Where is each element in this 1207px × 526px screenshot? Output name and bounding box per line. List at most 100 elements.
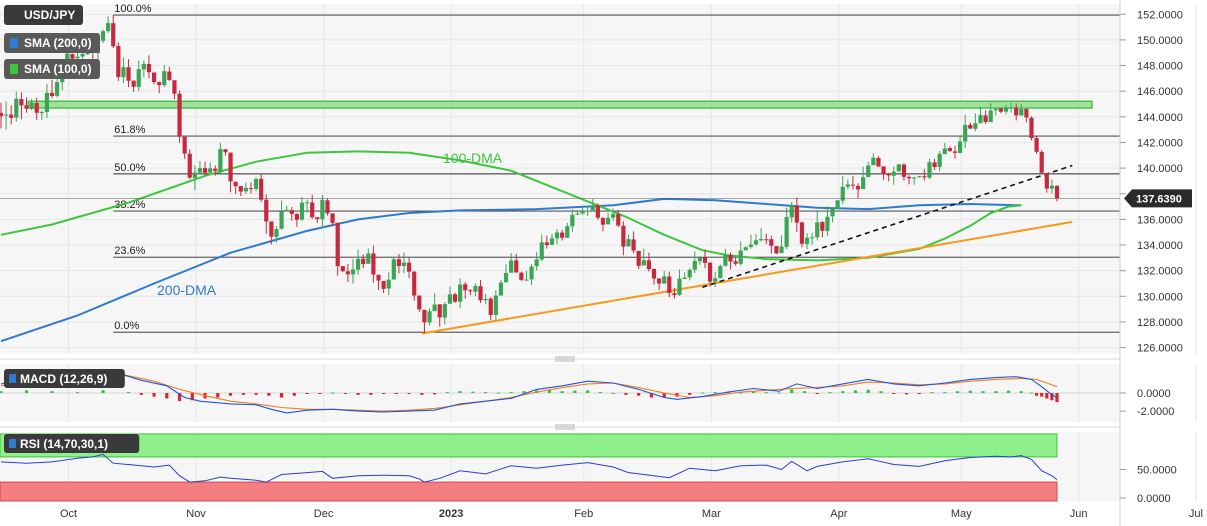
- candle-body: [269, 221, 274, 237]
- macd-label-box: [4, 369, 125, 388]
- moving-averages: [0, 150, 1022, 343]
- macd-histogram-bar: [445, 392, 449, 394]
- macd-histogram-bar: [190, 393, 194, 401]
- macd-histogram-bar: [267, 393, 271, 396]
- candle-body: [274, 229, 279, 237]
- candle-body: [49, 92, 55, 97]
- legend-item[interactable]: SMA (100,0): [4, 59, 100, 79]
- time-axis-label: Oct: [60, 508, 77, 520]
- candle-body: [238, 186, 243, 192]
- macd-line: [0, 368, 1058, 414]
- macd-histogram-bar: [152, 393, 156, 397]
- candle-body: [922, 176, 927, 178]
- current-price-marker: [1124, 189, 1192, 208]
- macd-histogram-bar: [981, 391, 985, 393]
- macd-histogram-bar: [1029, 392, 1034, 394]
- candle-body: [774, 246, 779, 254]
- fibonacci-label: 61.8%: [114, 124, 145, 136]
- candle-body: [55, 82, 60, 96]
- candle-body: [687, 269, 692, 278]
- macd-histogram-bar: [573, 390, 577, 393]
- price-tick-label: 132.0000: [1137, 266, 1183, 278]
- macd-histogram-bar: [866, 389, 870, 393]
- macd-histogram-bar: [841, 391, 845, 393]
- candle-body: [162, 71, 167, 86]
- macd-histogram-bar: [318, 393, 322, 394]
- rsi-label-text: RSI (14,70,30,1): [20, 437, 108, 451]
- candle-body: [488, 298, 493, 316]
- candle-body: [524, 279, 529, 281]
- resistance-zone: [27, 100, 1093, 109]
- candle-body: [901, 164, 907, 177]
- candle-body: [111, 23, 116, 47]
- macd-histogram-bar: [700, 392, 705, 394]
- candle-body: [621, 225, 626, 247]
- fibonacci-label: 50.0%: [114, 162, 145, 174]
- macd-histogram-bar: [356, 393, 360, 395]
- macd-signal-line: [0, 371, 1058, 412]
- candle-body: [401, 262, 407, 267]
- candle-body: [498, 282, 504, 296]
- candle-body: [167, 71, 172, 80]
- candle-body: [116, 46, 121, 77]
- candle-body: [799, 222, 805, 244]
- candle-body: [371, 253, 376, 275]
- annotation-200-dma: 200-DMA: [157, 282, 217, 298]
- macd-histogram-bar: [279, 393, 284, 398]
- candle-body: [825, 216, 830, 232]
- candle-body: [106, 23, 111, 32]
- candle-body: [968, 124, 973, 129]
- candle-body: [692, 260, 697, 270]
- candle-body: [34, 103, 39, 113]
- candle-body: [345, 271, 350, 275]
- candle-body: [284, 209, 289, 212]
- time-axis-label: Jun: [1070, 508, 1088, 520]
- macd-histogram-bar: [382, 393, 386, 394]
- candle-body: [738, 250, 743, 264]
- time-axis-label: Apr: [830, 508, 847, 520]
- macd-histogram-bar: [1040, 393, 1044, 397]
- axis-background: [1120, 0, 1207, 526]
- candle-body: [182, 136, 187, 154]
- candle-body: [1024, 108, 1029, 118]
- candle-body: [554, 232, 560, 239]
- candle-body: [407, 262, 412, 272]
- rsi-tick-label: 50.0000: [1137, 465, 1177, 477]
- candle-body: [146, 64, 152, 73]
- macd-histogram-bar: [420, 393, 424, 395]
- macd-histogram-bar: [165, 393, 169, 399]
- candle-body: [233, 181, 238, 187]
- candle-body: [422, 309, 427, 323]
- macd-histogram-bar: [815, 393, 819, 394]
- candle-body: [356, 258, 361, 270]
- macd-histogram-bar: [879, 391, 883, 393]
- candle-body: [845, 184, 850, 187]
- candle-body: [906, 176, 912, 179]
- legend-item[interactable]: SMA (200,0): [4, 33, 100, 53]
- candle-body: [350, 269, 356, 275]
- candle-body: [310, 202, 315, 218]
- candle-body: [177, 93, 182, 137]
- candle-body: [468, 290, 473, 292]
- candle-body: [514, 260, 519, 273]
- candle-body: [463, 284, 468, 291]
- legend-item[interactable]: USD/JPY: [4, 5, 84, 25]
- candle-body: [789, 205, 794, 218]
- candle-body: [131, 80, 136, 87]
- macd-histogram-bar: [24, 390, 29, 393]
- macd-histogram-bar: [688, 393, 692, 395]
- macd-histogram-bar: [177, 393, 182, 402]
- candle-body: [549, 238, 555, 245]
- candle-body: [1034, 138, 1039, 152]
- candle-body: [14, 98, 19, 118]
- fibonacci-label: 38.2%: [114, 199, 145, 211]
- candle-body: [289, 210, 294, 214]
- candle-body: [682, 277, 687, 279]
- candle-body: [855, 185, 861, 190]
- candle-body: [779, 246, 784, 254]
- rsi-overbought-zone: [0, 433, 1058, 458]
- candle-body: [973, 123, 978, 129]
- fibonacci-label: 23.6%: [114, 245, 145, 257]
- macd-histogram-bar: [802, 391, 807, 393]
- price-tick-label: 140.0000: [1137, 163, 1183, 175]
